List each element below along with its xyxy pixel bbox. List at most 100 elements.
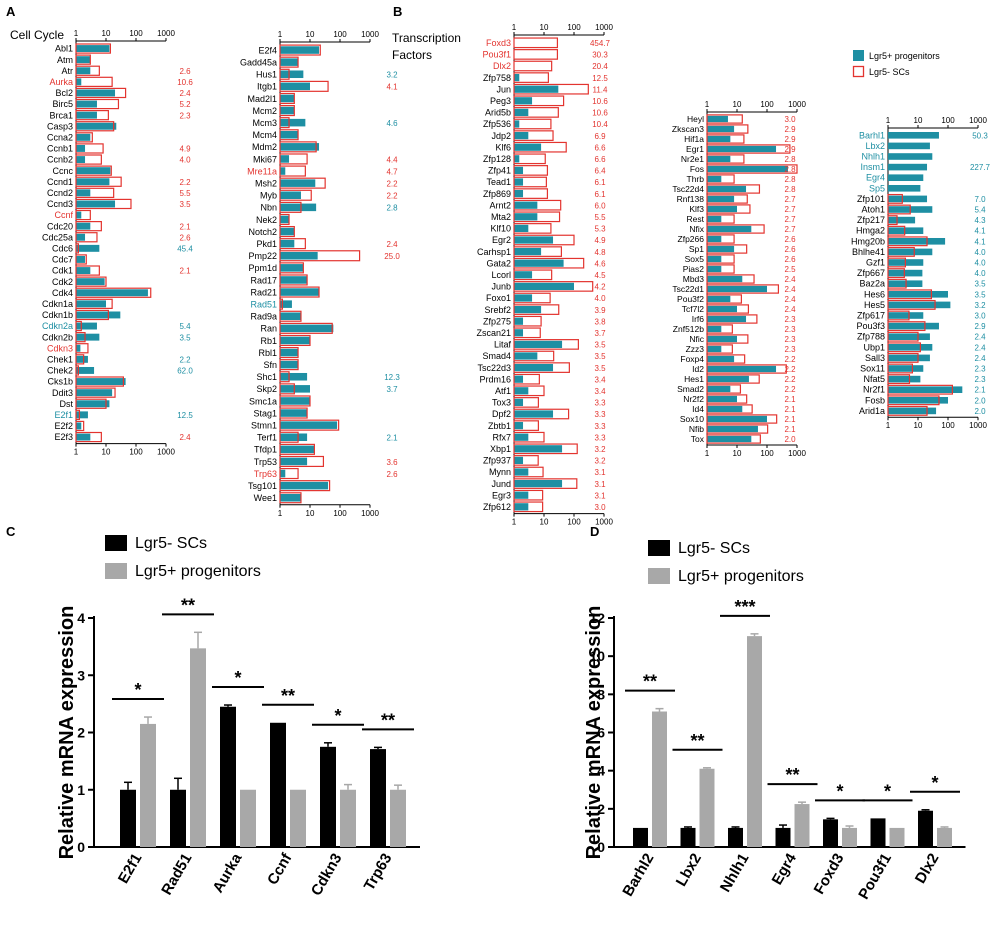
gene-label: Peg3 [490,96,511,106]
gene-label: Pou3f1 [482,50,511,60]
progenitor-bar [707,345,722,353]
sc-bar [279,165,306,177]
fold-change-label: 2.1 [784,415,796,424]
gene-label: Trp63 [254,469,277,479]
gene-label: Srebf2 [484,305,511,315]
gene-label: Hes1 [684,374,704,384]
sc-bar [75,254,87,265]
gene-label: Cdc6 [52,243,73,253]
panel-b-title-line1: Transcription [392,31,461,45]
gene-label: Nfat5 [863,374,885,384]
fold-change-label: 3.5 [179,200,191,209]
progenitor-bar [280,288,320,296]
sc-bar [513,153,546,165]
progenitor-bar [888,184,921,192]
sc-bar [279,274,308,286]
progenitor-bar [140,723,156,847]
bottom-axis-tick-label: 100 [760,449,774,458]
fold-change-label: 2.3 [784,345,796,354]
progenitor-bar [280,324,334,333]
fold-change-label: 4.6 [594,259,606,268]
gene-label: Xbp1 [490,444,511,454]
progenitor-bar [707,395,737,403]
top-axis-tick-label: 10 [540,23,549,32]
gene-label: Hmg20b [851,236,885,246]
gene-label: Junb [491,282,511,292]
fold-change-label: 2.2 [386,180,398,189]
sc-bar [279,371,290,383]
fold-change-label: 4.6 [386,119,398,128]
sc-bar [633,827,648,847]
progenitor-bar [514,73,520,82]
sc-bar [279,310,302,322]
sc-bar [706,234,735,244]
sc-bar [170,789,186,847]
progenitor-bar [76,200,116,208]
sc-bar [279,407,308,419]
fold-change-label: 6.6 [594,143,606,152]
progenitor-bar [707,255,722,263]
top-axis-tick-label: 1000 [788,100,806,109]
progenitor-bar [888,237,946,245]
fold-change-label: 4.1 [974,237,986,246]
gene-label: Foxo1 [486,293,511,303]
sc-bar [279,225,295,238]
progenitor-bar [707,315,747,323]
progenitor-bar [76,400,110,408]
gene-label: Cdc25a [42,232,73,242]
gene-label: Ppm1d [248,263,277,273]
progenitor-bar [707,385,731,393]
progenitor-bar [514,421,524,430]
progenitor-bar [707,265,722,273]
significance-stars: * [334,706,341,726]
fold-change-label: 2.9 [974,322,986,331]
progenitor-bar [707,335,737,343]
sc-bar [75,220,102,232]
sc-bar [279,359,299,371]
bottom-axis-tick-label: 1000 [361,509,379,518]
bottom-axis-tick-label: 1000 [969,421,987,430]
top-axis-tick-label: 1 [705,100,710,109]
fold-change-label: 12.3 [384,373,400,382]
progenitor-bar [888,354,930,362]
gene-label: Irf6 [692,314,705,324]
progenitor-bar [280,191,301,200]
gene-label: Stmn1 [251,421,277,431]
fold-change-label: 11.4 [593,85,609,94]
gene-label: Klf6 [495,142,511,152]
fold-change-label: 2.1 [974,386,986,395]
sc-bar [887,246,915,257]
sc-bar [279,104,295,117]
progenitor-bar [280,372,308,381]
sc-bar [887,215,898,226]
fold-change-label: 2.2 [784,375,796,384]
progenitor-bar [699,768,715,847]
gene-label: Zscan21 [476,328,511,338]
gene-label: Zfp217 [857,215,885,225]
progenitor-bar [280,300,292,308]
progenitor-bar [888,407,937,415]
gene-label: Atr [61,66,73,76]
sc-bar [75,65,100,76]
fold-change-label: 3.5 [974,280,986,289]
fold-change-label: 5.5 [179,189,191,198]
fold-change-label: 2.3 [974,364,986,373]
panel-a-title: Cell Cycle [10,28,64,42]
sc-bar [680,827,696,847]
gene-label: E2f2 [54,421,73,431]
progenitor-bar [888,333,930,341]
fold-change-label: 4.9 [594,236,606,245]
significance-stars: * [134,680,141,700]
gene-label: Gzf1 [866,257,885,267]
sc-bar [75,265,100,276]
x-axis-category-label: Nhlh1 [717,851,753,896]
progenitor-bar [514,352,538,360]
panel-a-cell-cycle-chart-2: 1 10 100 1000 1 10 100 1000 E2f4 Gadd45a Hus1 3.2 It… [240,30,400,518]
gene-label: E2f3 [54,432,73,442]
panel-b-tf-chart-2: 1 10 100 1000 1 10 100 1000 Heyl 3.0 Zkscan3 2.9 Hif… [672,100,807,458]
progenitor-bar [707,295,731,303]
sc-bar [75,298,113,310]
sc-bar [887,321,926,332]
legend-sc-swatch [648,540,670,556]
gene-label: Sox11 [860,363,885,373]
